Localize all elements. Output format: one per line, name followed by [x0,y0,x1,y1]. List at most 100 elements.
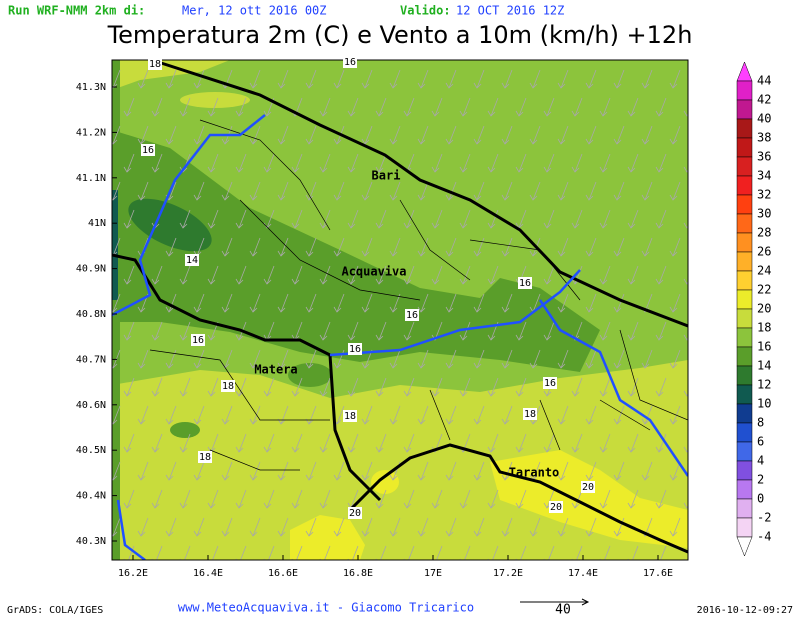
wind-arrow [123,377,135,397]
wind-arrow [641,461,653,481]
wind-arrow [683,222,688,229]
wind-arrow [599,97,611,117]
wind-arrow [599,321,611,341]
wind-arrow [375,265,387,285]
colorbar-label: 14 [757,359,771,373]
wind-arrow [571,97,583,117]
wind-arrow [431,489,443,509]
y-tick-label: 40.6N [76,400,106,411]
wind-arrow [445,125,457,145]
wind-arrow [403,209,415,229]
wind-arrow [319,489,331,509]
wind-arrow [431,153,443,173]
wind-arrow [347,545,359,560]
wind-arrow [473,349,485,369]
contour-label-bg [148,58,162,70]
wind-arrow [333,181,345,201]
wind-arrow [599,545,611,560]
map [112,60,688,560]
wind-arrow [375,97,387,117]
wind-arrow [417,125,429,145]
wind-arrow [683,110,688,117]
wind-arrow [529,125,541,145]
x-tick-label: 17.4E [568,568,598,579]
wind-arrow [207,489,219,509]
wind-arrow [361,69,373,89]
wind-arrow [221,405,233,425]
wind-arrow [235,265,247,285]
contour-label: 18 [199,452,211,463]
wind-arrow [501,125,513,145]
wind-arrow [235,153,247,173]
wind-arrow [669,69,681,89]
colorbar-label: 36 [757,150,771,164]
wind-arrow [627,433,639,453]
wind-arrow [151,321,163,341]
wind-arrow [263,377,275,397]
wind-arrow [417,181,429,201]
wind-arrow [193,293,205,313]
wind-arrow [235,489,247,509]
wind-arrow [445,461,457,481]
wind-arrow [235,97,247,117]
wind-arrow [112,293,121,313]
wind-arrow [445,349,457,369]
colorbar-cap [736,536,753,557]
wind-arrow [515,321,527,341]
wind-arrow [585,349,597,369]
colorbar-label: -2 [757,511,771,525]
contour-label: 20 [349,508,361,519]
wind-arrow [641,125,653,145]
wind-arrow [179,489,191,509]
wind-arrow [319,433,331,453]
colorbar-swatch [736,308,753,329]
colorbar-swatch [736,175,753,196]
wind-arrow [613,181,625,201]
wind-arrow [165,293,177,313]
wind-arrow [361,237,373,257]
wind-arrow [445,405,457,425]
wind-arrow [333,293,345,313]
wind-arrow [557,125,569,145]
wind-arrow [585,517,597,537]
wind-arrow [655,265,667,285]
wind-arrow [487,377,499,397]
colorbar-swatch [736,403,753,424]
wind-arrow [585,461,597,481]
wind-arrow [655,209,667,229]
wind-arrow [669,125,681,145]
wind-arrow [529,181,541,201]
wind-arrow [319,321,331,341]
colorbar-label: 34 [757,169,771,183]
wind-arrow [235,209,247,229]
wind-arrow [473,181,485,201]
wind-arrow [669,237,681,257]
colorbar-label: 16 [757,340,771,354]
wind-arrow [165,461,177,481]
colorbar-label: 0 [757,492,764,506]
wind-arrow [655,97,667,117]
wind-arrow [375,545,387,560]
wind-arrow [375,153,387,173]
field-14-16 [170,422,200,438]
wind-arrow [193,405,205,425]
wind-arrow [515,489,527,509]
wind-arrow [249,517,261,537]
wind-arrow [179,377,191,397]
wind-arrow [319,377,331,397]
wind-arrow [389,293,401,313]
wind-arrow [375,209,387,229]
y-tick-label: 41N [88,218,106,229]
colorbar-swatch [736,213,753,234]
wind-arrow [123,153,135,173]
wind-arrow [179,265,191,285]
colorbar-swatch [736,327,753,348]
wind-arrow [627,153,639,173]
wind-arrow [193,349,205,369]
wind-arrow [389,237,401,257]
wind-arrow [291,265,303,285]
city-label: Acquaviva [341,265,406,279]
wind-arrow [137,69,149,89]
wind-arrow [291,545,303,560]
